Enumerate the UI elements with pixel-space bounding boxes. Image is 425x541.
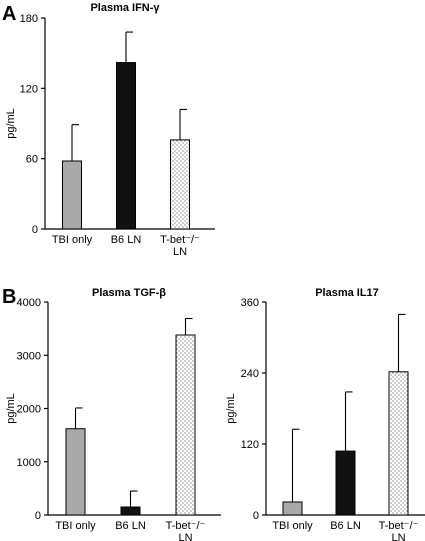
x-category-label: B6 LN (111, 234, 142, 246)
x-category-label: LN (391, 532, 405, 541)
y-axis-label: pg/mL (5, 108, 17, 139)
x-category-label: T-bet⁻/⁻ (166, 520, 206, 532)
x-category-label: TBI only (272, 520, 313, 532)
x-category-label: TBI only (52, 234, 93, 246)
x-category-label: B6 LN (330, 520, 361, 532)
y-tick-label: 0 (32, 224, 38, 236)
chart-title: Plasma IFN-γ (90, 2, 160, 14)
y-tick-label: 360 (241, 297, 259, 309)
y-tick-label: 180 (20, 13, 38, 25)
y-tick-label: 0 (253, 510, 259, 522)
x-category-label: LN (173, 246, 187, 258)
x-category-label: LN (178, 532, 192, 541)
chart-title: Plasma TGF-β (92, 287, 166, 299)
y-tick-label: 120 (20, 83, 38, 95)
x-category-label: T-bet⁻/⁻ (379, 520, 419, 532)
bar-tbi-only (282, 501, 303, 516)
chart-plasma-ifn: Plasma IFN-γ 0 60 120 180 pg/mL TBI only B6 LN T… (5, 2, 215, 258)
bar-t-bet-ln (170, 139, 190, 230)
bar-b6-ln (335, 450, 356, 516)
x-category-label: T-bet⁻/⁻ (160, 234, 200, 246)
bar-tbi-only (62, 160, 82, 230)
y-tick-label: 120 (241, 439, 259, 451)
x-category-label: B6 LN (115, 520, 146, 532)
x-category-label: TBI only (55, 520, 96, 532)
y-tick-label: 1000 (17, 457, 41, 469)
y-axis-label: pg/mL (225, 393, 237, 424)
y-tick-label: 0 (35, 510, 41, 522)
bar-b6-ln (116, 62, 136, 230)
chart-title: Plasma IL17 (315, 287, 379, 299)
y-tick-label: 240 (241, 368, 259, 380)
panel-letter-a: A (2, 3, 16, 25)
chart-plasma-il17: Plasma IL17 0 120 240 360 pg/mL TBI only B6 LN T… (225, 287, 425, 541)
bar-t-bet-ln (175, 334, 196, 516)
charts-group: Plasma IFN-γ 0 60 120 180 pg/mL TBI only B6 LN T… (5, 2, 425, 541)
chart-plasma-tgf: Plasma TGF-β 0 1000 2000 3000 4000 pg/mL TBI on… (5, 287, 221, 541)
y-tick-label: 3000 (17, 350, 41, 362)
y-tick-label: 60 (26, 154, 38, 166)
panel-letter-b: B (2, 286, 16, 308)
y-tick-label: 2000 (17, 404, 41, 416)
y-axis-label: pg/mL (5, 393, 17, 424)
bar-b6-ln (120, 506, 141, 516)
bar-tbi-only (65, 428, 86, 516)
bar-t-bet-ln (388, 371, 409, 516)
y-tick-label: 4000 (17, 297, 41, 309)
